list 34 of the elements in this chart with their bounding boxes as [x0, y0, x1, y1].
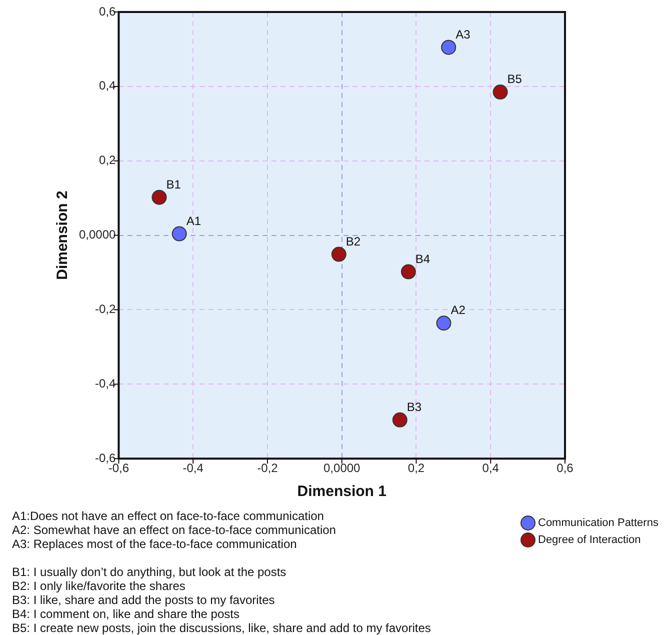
- legend-label: Communication Patterns: [538, 517, 659, 530]
- x-tick-label: 0,6: [556, 461, 574, 476]
- text: A1:Does not have an effect on face-to-face communication A2: Somewhat have an effect on face-to-face communication A3: Replaces most of the face-to-face communication: [12, 509, 336, 551]
- point: [441, 40, 456, 55]
- annotation: B1: [166, 177, 182, 192]
- x-tick-label: 0,2: [408, 461, 425, 476]
- annotation: B3: [406, 400, 422, 414]
- x-tick-label: -0,4: [182, 461, 204, 476]
- y-tick-label: 0,2: [99, 153, 116, 168]
- point: [392, 412, 408, 428]
- point: [172, 226, 187, 242]
- point: [152, 190, 167, 205]
- annotation: A3: [456, 27, 471, 42]
- x-tick-label: -0,2: [257, 461, 278, 476]
- y-tick-label: 0,0000: [79, 228, 116, 242]
- annotation: B5: [507, 72, 522, 86]
- point: [436, 316, 452, 331]
- x-tick-label: 0,0000: [324, 461, 361, 476]
- annotation: A1: [186, 214, 202, 228]
- annotation: B2: [346, 234, 361, 248]
- point: [400, 264, 416, 280]
- x-axis-title: Dimension 1: [297, 483, 386, 500]
- legend-label: Degree of Interaction: [538, 534, 641, 546]
- annotation: A2: [450, 303, 466, 318]
- y-tick-label: -0,4: [95, 376, 116, 390]
- text: B1: I usually don’t do anything, but look at the posts B2: I only like/favorite the shares B3: I like, share and add the posts to my favorites B4: I comment on, like and share the posts B5: I create new posts, join the discussions, like, share and add to my favorites: [12, 565, 431, 635]
- y-tick-label: 0,6: [99, 4, 116, 18]
- y-tick-label: -0,2: [95, 302, 116, 316]
- y-tick-label: 0,4: [99, 78, 116, 93]
- x-tick-label: 0,4: [482, 461, 500, 476]
- point: [492, 84, 508, 100]
- y-axis-title: Dimension 2: [54, 190, 72, 280]
- point: [331, 246, 346, 262]
- annotation: B4: [415, 252, 430, 266]
